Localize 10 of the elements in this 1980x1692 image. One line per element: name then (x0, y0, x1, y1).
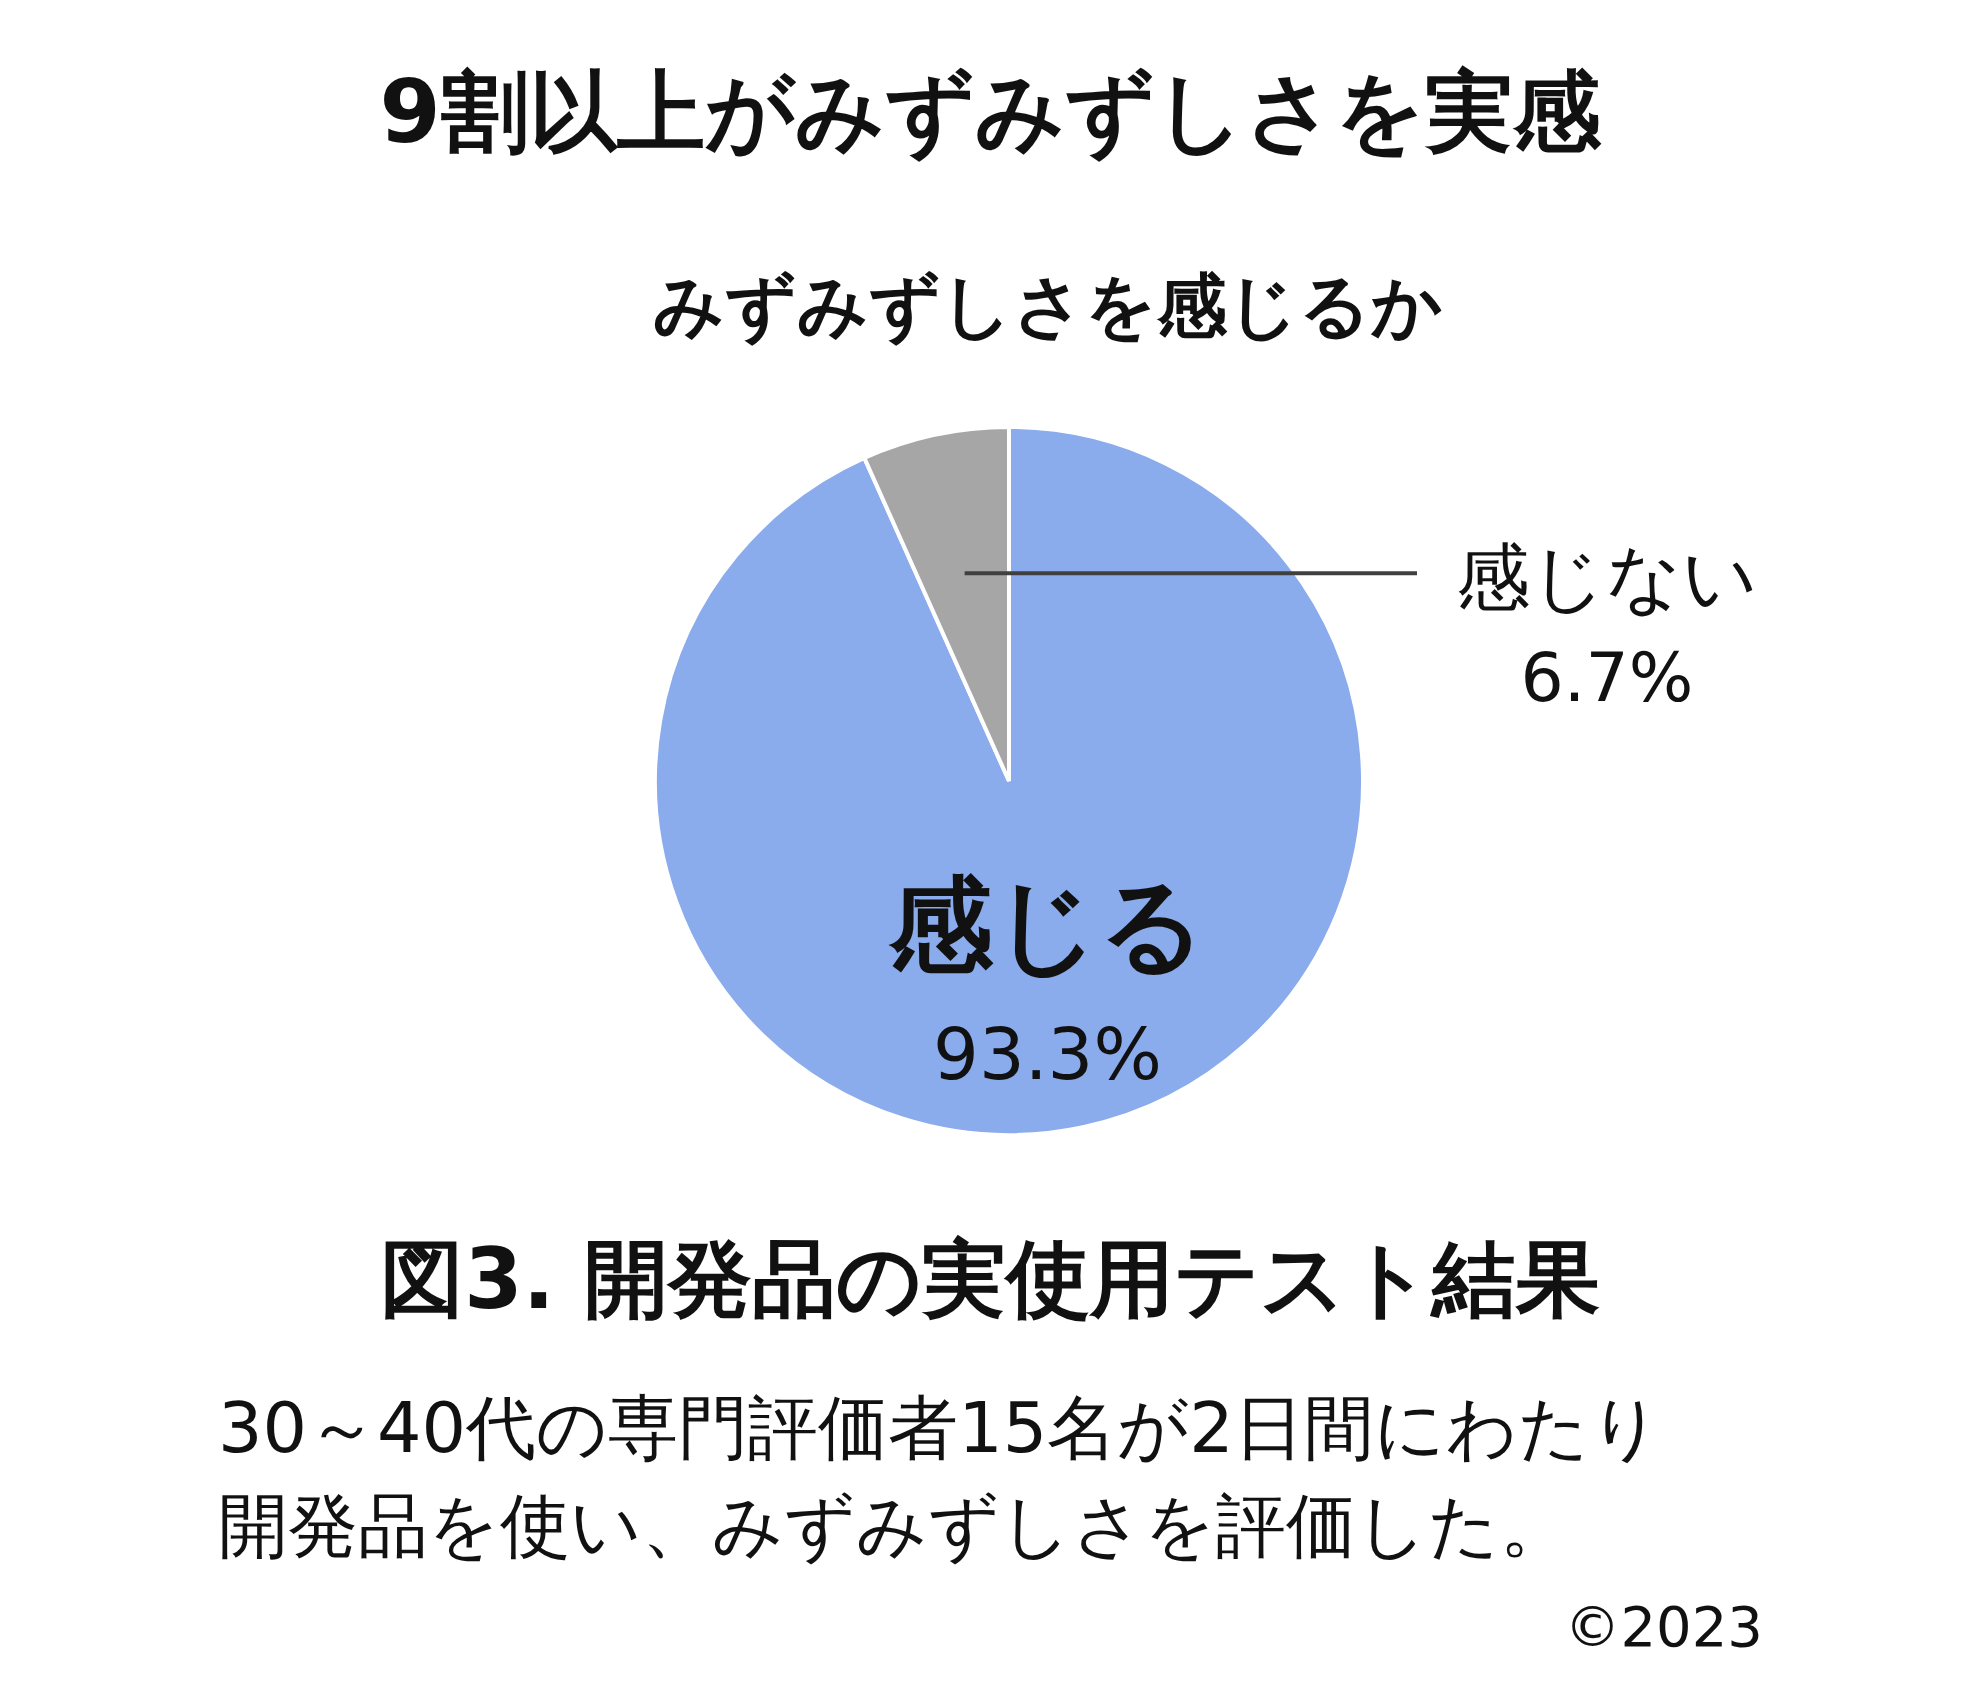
chart-subtitle: みずみずしさを感じるか (653, 265, 1443, 347)
slice-label: 感じる (888, 864, 1206, 987)
slice-label: 感じない (1456, 534, 1758, 621)
data-label: 93.3% (933, 1012, 1162, 1097)
chart-title: 9割以上がみずみずしさを実感 (379, 60, 1602, 163)
text: 30～40代の専門評価者15名が2日間にわたり (218, 1387, 1662, 1469)
text: 開発品を使い、みずみずしさを評価した。 (218, 1485, 1570, 1567)
caption: 図3. 開発品の実使用テスト結果 (380, 1230, 1600, 1328)
text: ©2023 (1564, 1594, 1763, 1659)
data-label: 6.7% (1520, 638, 1694, 718)
